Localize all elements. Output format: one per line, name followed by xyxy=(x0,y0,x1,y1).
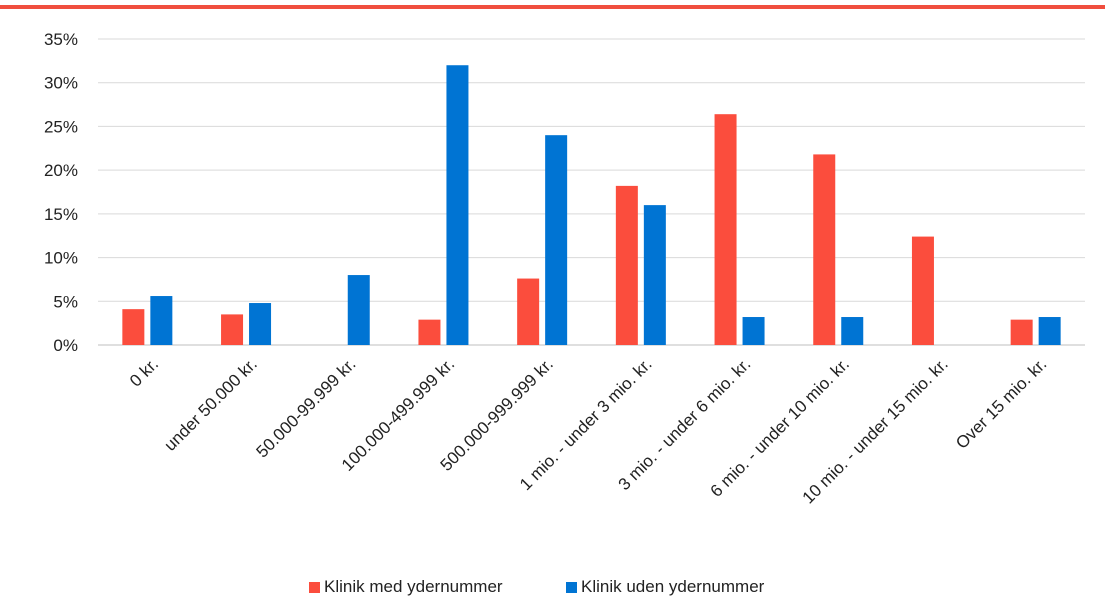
y-axis-ticks: 0% 5% 10% 15% 20% 25% 30% 35% xyxy=(44,30,78,355)
gridlines xyxy=(98,38,1085,346)
y-tick-label: 10% xyxy=(44,249,78,268)
x-tick-label: under 50.000 kr. xyxy=(161,354,261,454)
bar-series-2-cat-4 xyxy=(545,135,568,345)
y-tick-label: 35% xyxy=(44,30,78,49)
bar-series-2-cat-0 xyxy=(150,296,173,345)
bar-series-1-cat-4 xyxy=(517,278,540,345)
bar-series-1-cat-6 xyxy=(714,114,737,345)
bar-series-1-cat-8 xyxy=(911,236,934,345)
legend-item-series-2: Klinik uden ydernummer xyxy=(566,577,764,597)
x-tick-label: 50.000-99.999 kr. xyxy=(253,354,360,461)
bar-series-1-cat-5 xyxy=(615,185,638,345)
x-axis-ticks: 0 kr.under 50.000 kr.50.000-99.999 kr.10… xyxy=(126,354,1050,507)
y-tick-label: 30% xyxy=(44,74,78,93)
x-tick-label: 0 kr. xyxy=(126,354,162,390)
y-tick-label: 20% xyxy=(44,161,78,180)
legend-swatch-series-2 xyxy=(566,581,577,593)
bars xyxy=(122,65,1061,345)
bar-series-1-cat-0 xyxy=(122,309,145,345)
bar-chart: 0% 5% 10% 15% 20% 25% 30% 35% 0 kr.under 50.000… xyxy=(44,30,1085,507)
y-tick-label: 0% xyxy=(53,336,78,355)
x-tick-label: Over 15 mio. kr. xyxy=(952,354,1050,452)
legend: Klinik med ydernummer Klinik uden ydernu… xyxy=(0,577,1105,599)
bar-series-1-cat-9 xyxy=(1010,319,1033,345)
y-tick-label: 5% xyxy=(53,292,78,311)
bar-series-1-cat-1 xyxy=(221,314,244,345)
legend-label-series-2: Klinik uden ydernummer xyxy=(581,577,765,596)
legend-swatch-series-1 xyxy=(309,581,320,593)
y-tick-label: 25% xyxy=(44,117,78,136)
bar-series-1-cat-7 xyxy=(813,154,836,345)
legend-label-series-1: Klinik med ydernummer xyxy=(324,577,503,596)
bar-series-1-cat-3 xyxy=(418,319,441,345)
bar-series-2-cat-9 xyxy=(1038,317,1061,345)
bar-series-2-cat-5 xyxy=(643,205,666,345)
bar-series-2-cat-7 xyxy=(841,317,864,345)
bar-series-2-cat-2 xyxy=(347,275,370,345)
bar-series-2-cat-3 xyxy=(446,65,469,345)
y-tick-label: 15% xyxy=(44,205,78,224)
bar-series-2-cat-1 xyxy=(249,303,272,345)
top-accent-rule xyxy=(0,5,1105,9)
bar-series-2-cat-6 xyxy=(742,317,765,345)
legend-item-series-1: Klinik med ydernummer xyxy=(309,577,503,597)
